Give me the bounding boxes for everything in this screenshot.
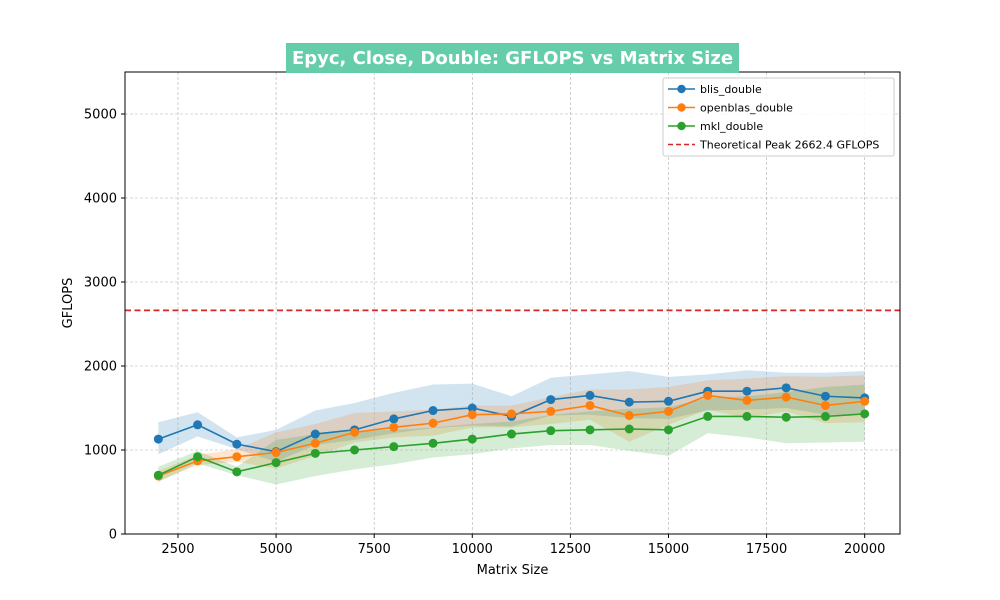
point-openblas-double xyxy=(781,392,791,402)
legend-label-mkl-double: mkl_double xyxy=(700,120,763,133)
chart-title: Epyc, Close, Double: GFLOPS vs Matrix Si… xyxy=(292,48,733,69)
point-mkl-double xyxy=(232,467,242,477)
point-blis-double xyxy=(624,397,634,407)
legend-item-mkl-double: mkl_double xyxy=(668,120,763,133)
legend-label-blis-double: blis_double xyxy=(700,83,762,96)
point-mkl-double xyxy=(703,411,713,421)
point-openblas-double xyxy=(389,422,399,432)
legend-item-blis-double: blis_double xyxy=(668,83,762,96)
x-tick-label: 17500 xyxy=(746,542,787,557)
point-mkl-double xyxy=(546,426,556,436)
point-mkl-double xyxy=(585,425,595,435)
legend-label-openblas-double: openblas_double xyxy=(700,102,793,115)
title-background xyxy=(285,43,740,73)
point-mkl-double xyxy=(507,429,517,439)
point-openblas-double xyxy=(820,400,830,410)
point-mkl-double xyxy=(781,412,791,422)
point-mkl-double xyxy=(153,470,163,480)
point-blis-double xyxy=(467,403,477,413)
point-blis-double xyxy=(585,390,595,400)
x-tick-label: 10000 xyxy=(452,542,493,557)
y-tick-label: 5000 xyxy=(84,108,117,123)
point-mkl-double xyxy=(860,409,870,419)
point-openblas-double xyxy=(742,395,752,405)
y-tick-label: 4000 xyxy=(84,192,117,207)
point-openblas-double xyxy=(585,400,595,410)
series-lines xyxy=(153,383,870,481)
point-openblas-double xyxy=(546,406,556,416)
point-blis-double xyxy=(428,406,438,416)
x-tick-label: 15000 xyxy=(648,542,689,557)
x-tick-label: 5000 xyxy=(260,542,293,557)
point-blis-double xyxy=(310,429,320,439)
grid xyxy=(125,72,900,535)
legend-marker-mkl-double xyxy=(677,121,686,131)
point-mkl-double xyxy=(742,411,752,421)
point-openblas-double xyxy=(428,418,438,428)
point-openblas-double xyxy=(860,396,870,406)
point-blis-double xyxy=(232,439,242,449)
point-mkl-double xyxy=(820,411,830,421)
legend-item-openblas-double: openblas_double xyxy=(668,102,793,115)
point-mkl-double xyxy=(310,448,320,458)
x-tick-label: 20000 xyxy=(844,542,885,557)
point-blis-double xyxy=(546,395,556,405)
point-mkl-double xyxy=(350,445,360,455)
point-openblas-double xyxy=(350,427,360,437)
chart-title-box: Epyc, Close, Double: GFLOPS vs Matrix Si… xyxy=(285,43,740,73)
confidence-bands xyxy=(158,370,865,485)
y-tick-label: 0 xyxy=(109,528,117,543)
point-openblas-double xyxy=(271,448,281,458)
x-axis-label: Matrix Size xyxy=(477,563,549,578)
point-mkl-double xyxy=(428,438,438,448)
point-openblas-double xyxy=(624,411,634,421)
point-blis-double xyxy=(193,420,203,430)
point-openblas-double xyxy=(663,406,673,416)
point-openblas-double xyxy=(310,438,320,448)
point-openblas-double xyxy=(703,390,713,400)
x-tick-label: 7500 xyxy=(358,542,391,557)
legend-box xyxy=(662,77,895,157)
point-blis-double xyxy=(820,391,830,401)
point-mkl-double xyxy=(389,442,399,452)
axis-ticks: 2500 5000 7500 10000 12500 15000 17500 20000 0 10… xyxy=(84,108,885,558)
point-mkl-double xyxy=(624,424,634,434)
point-mkl-double xyxy=(467,434,477,444)
point-blis-double xyxy=(781,383,791,393)
point-openblas-double xyxy=(232,452,242,462)
point-blis-double xyxy=(389,414,399,424)
y-tick-label: 1000 xyxy=(84,444,117,459)
point-mkl-double xyxy=(193,452,203,462)
point-blis-double xyxy=(742,386,752,396)
point-mkl-double xyxy=(271,458,281,468)
point-mkl-double xyxy=(663,425,673,435)
series-mkl-double xyxy=(153,409,870,480)
legend-marker-openblas-double xyxy=(677,103,686,112)
legend-item-theoretical-peak-2662-4-gflops: Theoretical Peak 2662.4 GFLOPS xyxy=(668,139,879,152)
point-blis-double xyxy=(153,434,163,444)
legend-label-theoretical-peak-2662-4-gflops: Theoretical Peak 2662.4 GFLOPS xyxy=(699,139,879,152)
y-axis-label: GFLOPS xyxy=(61,278,76,329)
legend-marker-blis-double xyxy=(677,84,686,94)
point-blis-double xyxy=(663,396,673,406)
legend: blis_double openblas_double mkl_double Theo… xyxy=(662,77,895,157)
band-openblas-double xyxy=(158,375,865,482)
point-openblas-double xyxy=(467,410,477,420)
x-tick-label: 2500 xyxy=(161,542,194,557)
point-openblas-double xyxy=(507,409,517,419)
x-tick-label: 12500 xyxy=(550,542,591,557)
y-tick-label: 3000 xyxy=(84,276,117,291)
y-tick-label: 2000 xyxy=(84,360,117,375)
